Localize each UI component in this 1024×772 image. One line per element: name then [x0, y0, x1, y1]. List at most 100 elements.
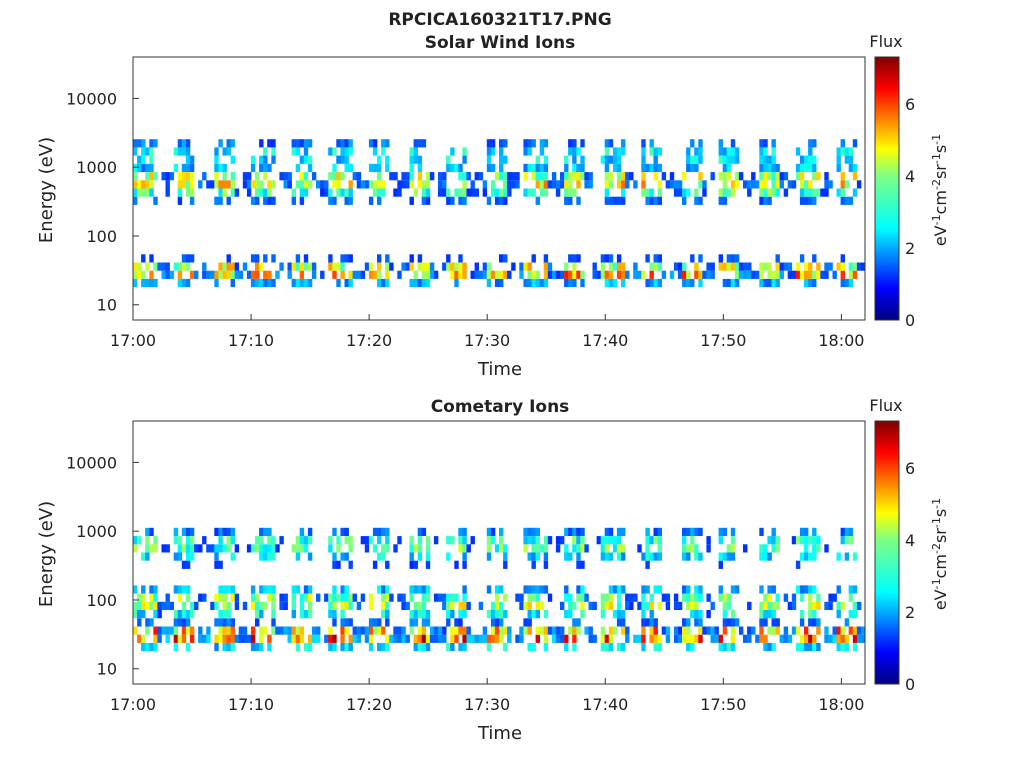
flux-cell — [490, 163, 496, 172]
flux-cell — [299, 270, 305, 279]
flux-cell — [714, 634, 719, 643]
flux-cell — [482, 270, 488, 279]
flux-cell — [539, 278, 545, 288]
flux-cell — [311, 634, 317, 643]
flux-cell — [779, 262, 784, 271]
flux-cell — [600, 610, 606, 619]
flux-cell — [356, 634, 362, 643]
flux-cell — [706, 270, 711, 279]
flux-cell — [226, 527, 231, 536]
flux-cell — [572, 527, 577, 536]
flux-cell — [141, 180, 146, 189]
flux-cell — [804, 188, 809, 197]
flux-cell — [385, 601, 390, 610]
flux-cell — [303, 254, 309, 263]
flux-cell — [804, 527, 809, 536]
flux-cell — [348, 634, 353, 643]
flux-cell — [584, 172, 589, 181]
flux-cell — [381, 601, 386, 610]
flux-cell — [214, 560, 219, 569]
flux-cell — [698, 626, 703, 635]
flux-cell — [360, 626, 366, 635]
flux-cell — [584, 626, 589, 635]
flux-cell — [572, 147, 577, 156]
flux-cell — [568, 601, 573, 610]
flux-cell — [726, 262, 732, 271]
flux-cell — [133, 139, 138, 148]
flux-cell — [299, 188, 305, 197]
flux-cell — [751, 172, 756, 181]
flux-cell — [608, 601, 614, 610]
flux-cell — [816, 642, 821, 652]
flux-cell — [799, 270, 805, 279]
flux-cell — [291, 610, 296, 619]
flux-cell — [832, 270, 837, 279]
flux-cell — [844, 618, 850, 627]
flux-cell — [812, 278, 817, 288]
flux-cell — [576, 552, 581, 561]
flux-cell — [600, 642, 606, 652]
flux-cell — [682, 544, 687, 553]
flux-cell — [844, 155, 850, 164]
flux-cell — [259, 139, 264, 148]
flux-cell — [462, 147, 467, 156]
flux-cell — [324, 593, 329, 602]
flux-cell — [775, 188, 780, 197]
flux-cell — [848, 536, 854, 545]
flux-cell — [165, 626, 170, 635]
flux-cell — [832, 593, 837, 602]
flux-cell — [340, 262, 345, 271]
flux-cell — [608, 634, 614, 643]
flux-cell — [759, 196, 764, 205]
flux-cell — [336, 188, 341, 197]
flux-cell — [694, 544, 699, 553]
flux-cell — [551, 270, 557, 279]
flux-cell — [836, 163, 841, 172]
flux-cell — [230, 618, 235, 627]
flux-cell — [397, 270, 402, 279]
flux-cell — [531, 536, 536, 545]
flux-cell — [734, 270, 740, 279]
flux-cell — [185, 560, 191, 569]
flux-cell — [486, 634, 492, 643]
flux-cell — [621, 278, 626, 288]
flux-cell — [616, 552, 622, 561]
flux-cell — [527, 278, 532, 288]
flux-cell — [161, 544, 166, 553]
flux-cell — [377, 527, 382, 536]
flux-cell — [580, 585, 585, 594]
flux-cell — [425, 270, 431, 279]
flux-cell — [730, 552, 736, 561]
flux-cell — [515, 180, 520, 189]
flux-cell — [608, 642, 614, 652]
flux-cell — [458, 196, 463, 205]
flux-cell — [519, 601, 524, 610]
flux-cell — [466, 634, 471, 643]
flux-cell — [767, 172, 772, 181]
flux-cell — [787, 634, 793, 643]
flux-cell — [458, 270, 463, 279]
flux-cell — [381, 278, 386, 288]
flux-cell — [417, 544, 423, 553]
flux-cell — [242, 626, 248, 635]
flux-cell — [425, 172, 431, 181]
flux-cell — [344, 527, 349, 536]
flux-cell — [645, 278, 650, 288]
flux-cell — [137, 188, 142, 197]
flux-cell — [401, 634, 406, 643]
flux-cell — [657, 585, 662, 594]
flux-cell — [381, 139, 386, 148]
flux-cell — [503, 180, 508, 189]
flux-cell — [291, 544, 296, 553]
flux-cell — [494, 585, 500, 594]
flux-cell — [763, 634, 768, 643]
flux-cell — [494, 278, 500, 288]
flux-cell — [791, 593, 797, 602]
flux-cell — [499, 278, 504, 288]
flux-cell — [551, 634, 557, 643]
flux-cell — [604, 270, 610, 279]
flux-cell — [616, 163, 622, 172]
flux-cell — [531, 560, 536, 569]
flux-cell — [690, 642, 695, 652]
flux-cell — [417, 172, 423, 181]
